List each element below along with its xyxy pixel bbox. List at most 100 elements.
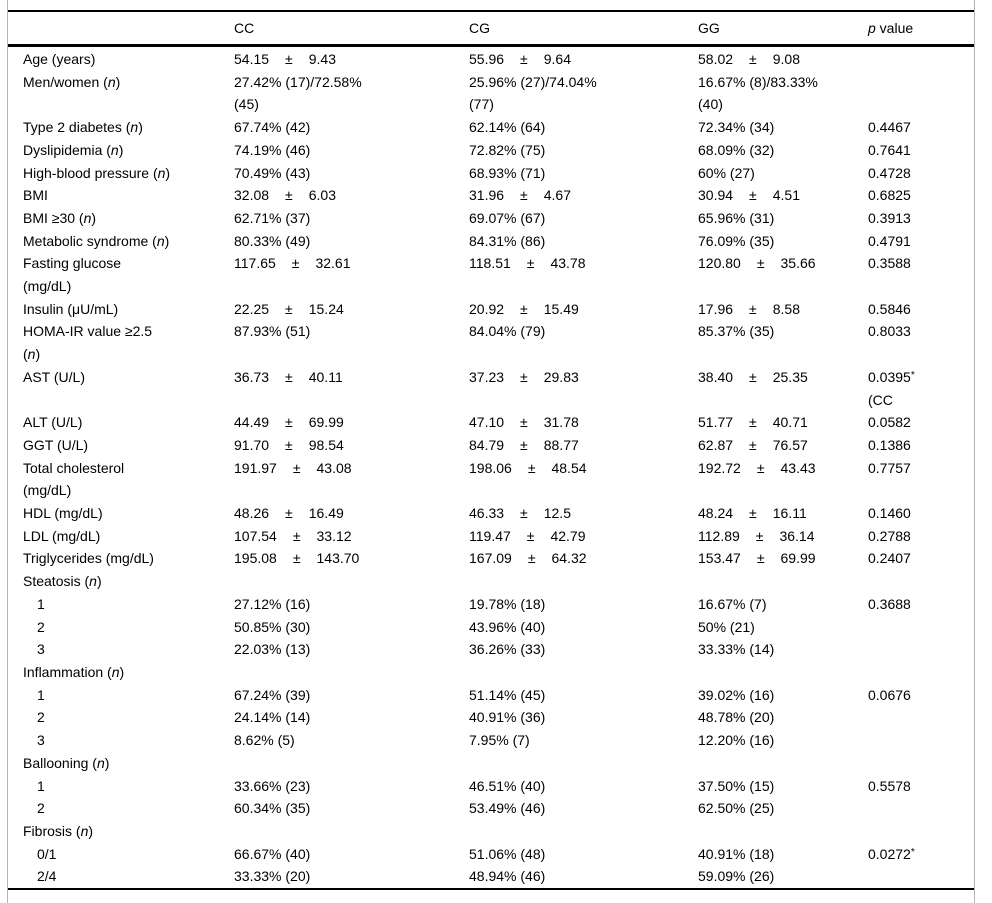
sd-value: 9.64 xyxy=(543,51,571,67)
sd-value: 40.71 xyxy=(772,414,808,431)
cell-cc: 33.33% (20) xyxy=(234,868,311,885)
cell-p xyxy=(868,570,974,593)
plus-minus-sign: ± xyxy=(520,414,528,431)
cell-cc: 107.54 ±33.12 xyxy=(234,525,469,548)
cell-gg: 30.94 ±4.51 xyxy=(698,184,868,207)
cell-p: 0.4467 xyxy=(868,119,911,136)
row-label: Fibrosis (n) xyxy=(23,822,94,839)
row-label: GGT (U/L) xyxy=(23,436,89,453)
table-row: 1 67.24% (39) 51.14% (45) 39.02% (16) 0.0676 xyxy=(8,684,974,707)
cell-cc xyxy=(234,752,469,775)
sd-value: 8.58 xyxy=(772,300,800,317)
mean-value: 22.25 xyxy=(234,300,270,317)
row-label: Metabolic syndrome (n) xyxy=(23,232,170,249)
cell-cc: 27.12% (16) xyxy=(234,595,311,612)
plus-minus-sign: ± xyxy=(292,459,301,476)
cell-cc: 48.26 ±16.49 xyxy=(234,502,469,525)
cell-cg: 7.95% (7) xyxy=(469,732,530,749)
plus-minus-sign: ± xyxy=(755,527,764,544)
sd-value: 15.24 xyxy=(308,300,344,317)
cell-cc: 67.74% (42) xyxy=(234,119,311,136)
row-label: Ballooning (n) xyxy=(23,754,110,771)
mean-value: 198.06 xyxy=(469,459,512,476)
cell-cg: 20.92 ±15.49 xyxy=(469,298,698,321)
cell-p xyxy=(868,729,974,752)
cell-p: 0.7641 xyxy=(868,141,911,158)
cell-cc: 191.97 ±43.08 xyxy=(234,457,469,502)
plus-minus-sign: ± xyxy=(527,550,536,567)
cell-cc: 8.62% (5) xyxy=(234,732,295,749)
column-header-gg: GG xyxy=(698,19,720,36)
mean-value: 91.70 xyxy=(234,436,270,453)
cell-cg: 55.96 ±9.64 xyxy=(469,48,698,71)
cell-cg xyxy=(469,752,698,775)
plus-minus-sign: ± xyxy=(520,436,528,453)
table-row: Triglycerides (mg/dL) 195.08 ±143.70 167.09… xyxy=(8,547,974,570)
cell-p xyxy=(868,71,974,116)
mean-value: 30.94 xyxy=(698,187,734,204)
table-row: Age (years) 54.15 ±9.43 55.96 ±9.64 58.02 ±9.0… xyxy=(8,48,974,71)
row-label: High-blood pressure (n) xyxy=(23,164,171,181)
cell-p xyxy=(868,48,974,71)
cell-cc: 80.33% (49) xyxy=(234,232,311,249)
row-label: Age (years) xyxy=(23,51,96,67)
mean-value: 17.96 xyxy=(698,300,734,317)
cell-cc: 67.24% (39) xyxy=(234,686,311,703)
sd-value: 143.70 xyxy=(316,550,360,567)
cell-cg: 40.91% (36) xyxy=(469,709,546,726)
cell-cc: 54.15 ±9.43 xyxy=(234,48,469,71)
cell-gg: 51.77 ±40.71 xyxy=(698,411,868,434)
sd-value: 15.49 xyxy=(543,300,579,317)
cell-p xyxy=(868,752,974,775)
plus-minus-sign: ± xyxy=(749,187,757,204)
cell-cg: 25.96% (27)/74.04% (77) xyxy=(469,73,597,113)
cell-p: 0.3913 xyxy=(868,209,911,226)
table-row: Dyslipidemia (n) 74.19% (46) 72.82% (75) 68… xyxy=(8,139,974,162)
table-row: 0/1 66.67% (40) 51.06% (48) 40.91% (18) 0.02… xyxy=(8,843,974,866)
mean-value: 112.89 xyxy=(698,527,740,544)
plus-minus-sign: ± xyxy=(292,527,301,544)
cell-cc: 44.49 ±69.99 xyxy=(234,411,469,434)
sd-value: 40.11 xyxy=(308,368,343,385)
sd-value: 4.51 xyxy=(772,187,800,204)
plus-minus-sign: ± xyxy=(520,368,528,385)
cell-cg: 47.10 ±31.78 xyxy=(469,411,698,434)
cell-cg: 69.07% (67) xyxy=(469,209,546,226)
row-label: ALT (U/L) xyxy=(23,414,83,431)
cell-cg: 62.14% (64) xyxy=(469,119,546,136)
cell-cg: 118.51 ±43.78 xyxy=(469,252,698,297)
cell-cg: 84.31% (86) xyxy=(469,232,546,249)
cell-cc: 91.70 ±98.54 xyxy=(234,434,469,457)
cell-gg xyxy=(698,570,868,593)
sd-value: 16.49 xyxy=(308,505,344,522)
table-top-rule xyxy=(8,10,974,12)
mean-value: 47.10 xyxy=(469,414,505,431)
row-label: BMI xyxy=(23,187,48,204)
cell-cc xyxy=(234,570,469,593)
row-label: 2 xyxy=(37,618,45,635)
cell-p: 0.6825 xyxy=(868,187,911,204)
cell-cc: 62.71% (37) xyxy=(234,209,311,226)
significance-asterisk: * xyxy=(910,846,915,858)
section-row: Inflammation (n) xyxy=(8,661,974,684)
row-label: Type 2 diabetes (n) xyxy=(23,119,143,136)
table-row: BMI ≥30 (n) 62.71% (37) 69.07% (67) 65.96% … xyxy=(8,207,974,230)
table-row: Type 2 diabetes (n) 67.74% (42) 62.14% (64… xyxy=(8,116,974,139)
table-row: Fasting glucose (mg/dL) 117.65 ±32.61 118.51… xyxy=(8,252,974,297)
mean-value: 38.40 xyxy=(698,368,734,385)
cell-gg: 48.78% (20) xyxy=(698,709,775,726)
mean-value: 36.73 xyxy=(234,368,270,385)
sd-value: 32.61 xyxy=(315,255,351,272)
plus-minus-sign: ± xyxy=(285,300,293,317)
cell-cc: 27.42% (17)/72.58% (45) xyxy=(234,73,362,113)
cell-cc: 87.93% (51) xyxy=(234,323,311,340)
cell-gg: 50% (21) xyxy=(698,618,755,635)
sd-value: 43.78 xyxy=(550,255,586,272)
mean-value: 54.15 xyxy=(234,51,270,67)
cell-cc: 32.08 ±6.03 xyxy=(234,184,469,207)
table-row: 3 22.03% (13) 36.26% (33) 33.33% (14) xyxy=(8,638,974,661)
cell-cc: 195.08 ±143.70 xyxy=(234,547,469,570)
cell-cc: 22.03% (13) xyxy=(234,641,311,658)
cell-gg xyxy=(698,661,868,684)
sd-value: 42.79 xyxy=(550,527,586,544)
